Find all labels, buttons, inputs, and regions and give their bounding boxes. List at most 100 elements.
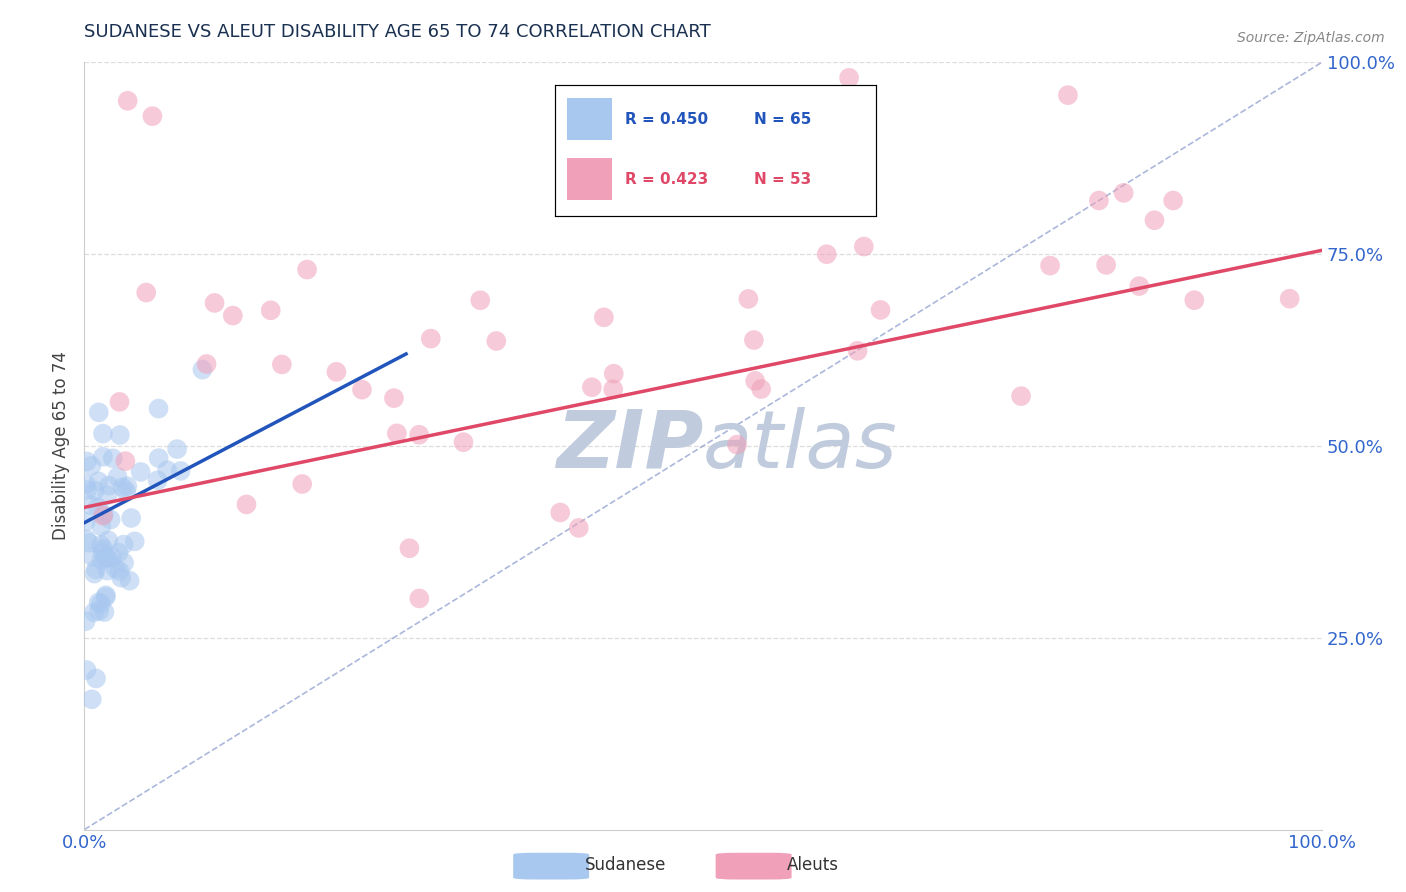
Point (96, 488, 118, 502)
Point (124, 534, 146, 549)
Point (204, 296, 226, 310)
Point (602, 382, 624, 396)
Point (453, 435, 475, 450)
Point (1088, 194, 1111, 208)
Point (148, 451, 170, 466)
Point (169, 464, 191, 478)
Point (87, 595, 110, 609)
Point (96, 550, 118, 565)
Point (1095, 258, 1118, 272)
Text: Source: ZipAtlas.com: Source: ZipAtlas.com (1237, 31, 1385, 45)
Point (111, 480, 134, 494)
Point (108, 395, 131, 409)
Point (80, 458, 103, 473)
Point (91, 450, 114, 464)
Point (100, 512, 122, 526)
Point (1039, 259, 1062, 273)
Point (76, 454, 98, 468)
Point (96, 564, 118, 578)
Point (1182, 293, 1205, 308)
Text: ZIP: ZIP (555, 407, 703, 485)
Point (87, 405, 110, 419)
Point (1143, 213, 1166, 227)
Point (83, 566, 105, 581)
Point (93, 541, 115, 556)
Point (84, 562, 107, 576)
Point (75, 614, 97, 628)
Point (117, 479, 139, 493)
Point (120, 511, 142, 525)
Point (87, 475, 110, 489)
Point (101, 451, 124, 466)
Point (1010, 389, 1032, 403)
Point (94, 550, 117, 565)
Point (108, 428, 131, 442)
Text: Aleuts: Aleuts (787, 856, 839, 874)
Point (655, 194, 678, 208)
Point (79, 498, 101, 512)
Point (90, 538, 112, 552)
Point (593, 310, 616, 325)
Point (148, 401, 170, 416)
Point (90, 519, 112, 533)
Text: Sudanese: Sudanese (585, 856, 666, 874)
Point (869, 302, 891, 317)
Point (83, 483, 105, 498)
Point (408, 427, 430, 442)
Point (135, 285, 157, 300)
Point (1278, 292, 1301, 306)
Point (94, 588, 117, 602)
Point (470, 293, 492, 308)
Point (156, 463, 179, 477)
Text: atlas: atlas (703, 407, 898, 485)
Point (846, 343, 869, 358)
Point (108, 564, 131, 578)
FancyBboxPatch shape (513, 853, 589, 880)
Point (419, 332, 441, 346)
Point (115, 484, 138, 499)
Text: SUDANESE VS ALEUT DISABILITY AGE 65 TO 74 CORRELATION CHART: SUDANESE VS ALEUT DISABILITY AGE 65 TO 7… (84, 23, 711, 41)
Point (90, 553, 112, 567)
Point (75, 477, 97, 491)
Point (87, 500, 110, 515)
Point (742, 333, 765, 347)
Point (94, 590, 117, 604)
Point (581, 380, 603, 394)
Point (1161, 194, 1184, 208)
Point (485, 334, 508, 348)
Point (76, 533, 98, 547)
Point (398, 541, 420, 556)
Point (82, 549, 104, 564)
Point (91, 426, 114, 441)
Point (107, 470, 129, 484)
Point (75, 515, 97, 529)
Point (84, 672, 107, 686)
Point (166, 442, 188, 456)
Point (852, 239, 875, 253)
Point (91, 545, 114, 559)
Point (408, 591, 430, 606)
Point (568, 521, 591, 535)
Point (112, 556, 135, 570)
Point (146, 473, 169, 487)
Point (97, 478, 120, 492)
Point (118, 574, 141, 588)
Point (725, 437, 748, 451)
Point (76, 663, 98, 677)
Point (382, 391, 405, 405)
Point (260, 303, 283, 318)
Point (291, 477, 314, 491)
Point (110, 571, 132, 585)
Point (815, 247, 838, 261)
Point (191, 362, 214, 376)
Point (270, 358, 292, 372)
Point (89, 604, 111, 618)
Point (80, 692, 103, 706)
Point (737, 292, 759, 306)
Point (107, 546, 129, 560)
Point (93, 605, 115, 619)
Point (222, 309, 245, 323)
FancyBboxPatch shape (716, 853, 792, 880)
Point (744, 374, 766, 388)
Point (97, 533, 120, 548)
